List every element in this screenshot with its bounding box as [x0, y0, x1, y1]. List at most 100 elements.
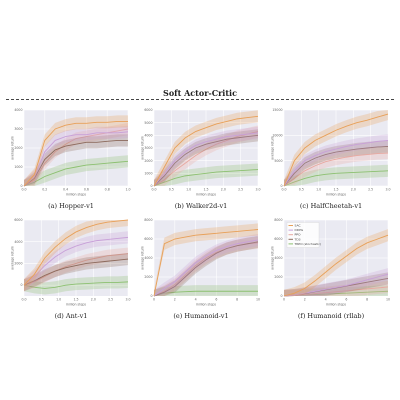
- chart-humanoid-rllab: 0 2 4 6 8 10 0 2000 4000 6000 8000 million steps ave…: [271, 218, 391, 307]
- x-tick-label: 8: [366, 298, 368, 302]
- y-tick-label: 2000: [144, 159, 152, 163]
- x-tick-label: 3.0: [125, 298, 130, 302]
- caption-humanoid-rllab: (f) Humanoid (rllab): [297, 312, 365, 320]
- y-tick-label: 4000: [14, 240, 22, 244]
- band-ppo: [154, 125, 258, 186]
- y-axis-label: average return: [11, 246, 15, 270]
- y-tick-label: 2000: [274, 275, 282, 279]
- band-td3: [24, 134, 128, 186]
- series-line-sac: [153, 229, 259, 297]
- x-tick-label: 1.0: [316, 188, 321, 192]
- series-line-td3: [153, 134, 259, 187]
- series-line-ddpg: [153, 239, 259, 297]
- y-tick-label: 4000: [14, 108, 22, 112]
- y-tick-label: 10000: [272, 133, 282, 137]
- series-line-sac: [283, 234, 389, 297]
- series-line-ppo: [23, 253, 129, 286]
- y-tick-label: 0: [150, 184, 152, 188]
- x-axis-label: million steps: [326, 193, 347, 197]
- x-tick-label: 0: [283, 298, 285, 302]
- band-trpo: [284, 164, 388, 186]
- x-tick-label: 2.0: [351, 188, 356, 192]
- x-tick-label: 2.0: [91, 298, 96, 302]
- panel-humanoid: 0 2 4 6 8 10 0 2000 4000 6000 8000 million steps ave…: [140, 216, 262, 326]
- x-tick-label: 2: [304, 298, 306, 302]
- band-ppo: [284, 146, 388, 186]
- band-td3: [154, 129, 258, 186]
- series-line-ddpg: [283, 273, 389, 297]
- x-tick-label: 0.0: [21, 188, 26, 192]
- band-ddpg: [154, 233, 258, 296]
- band-ddpg: [284, 134, 388, 186]
- series-line-ppo: [283, 152, 389, 187]
- x-tick-label: 6: [215, 298, 217, 302]
- x-tick-label: 2.5: [368, 188, 373, 192]
- band-trpo: [154, 163, 258, 186]
- panel-humanoid-rllab: 0 2 4 6 8 10 0 2000 4000 6000 8000 million steps ave…: [270, 216, 392, 326]
- band-ddpg: [154, 126, 258, 186]
- band-ppo: [24, 122, 128, 186]
- x-axis-label: million steps: [326, 303, 347, 307]
- band-sac: [24, 115, 128, 186]
- caption-ant: (d) Ant-v1: [54, 312, 88, 320]
- band-td3: [284, 140, 388, 186]
- x-tick-label: 1.5: [73, 298, 78, 302]
- x-axis-label: million steps: [66, 303, 87, 307]
- x-tick-label: 0.8: [105, 188, 110, 192]
- x-tick-label: 0.0: [151, 188, 156, 192]
- band-td3: [284, 272, 388, 296]
- caption-humanoid: (e) Humanoid-v1: [173, 312, 229, 320]
- series-line-trpo: [153, 169, 259, 187]
- series-line-ppo: [283, 286, 389, 297]
- chart-halfcheetah: 0.0 0.5 1.0 1.5 2.0 2.5 3.0 0 5000 10000 15000 mill…: [271, 108, 391, 197]
- series-line-sac: [23, 219, 129, 286]
- series-line-ddpg: [23, 131, 129, 187]
- y-tick-label: 5000: [144, 121, 152, 125]
- y-tick-label: 4000: [144, 133, 152, 137]
- x-tick-label: 2.5: [238, 188, 243, 192]
- band-ppo: [24, 247, 128, 292]
- y-axis-label: average return: [141, 136, 145, 160]
- x-axis-label: million steps: [196, 303, 217, 307]
- band-sac: [24, 220, 128, 292]
- x-tick-label: 0.0: [281, 188, 286, 192]
- band-td3: [154, 235, 258, 296]
- y-tick-label: 0: [280, 294, 282, 298]
- x-tick-label: 3.0: [385, 188, 390, 192]
- x-tick-label: 0.2: [42, 188, 47, 192]
- band-trpo: [24, 155, 128, 186]
- y-tick-label: 6000: [144, 108, 152, 112]
- x-tick-label: 8: [236, 298, 238, 302]
- series-line-sac: [153, 115, 259, 187]
- x-tick-label: 0: [153, 298, 155, 302]
- chart-ant: 0.0 0.5 1.0 1.5 2.0 2.5 3.0 0 2000 4000 6000 millio…: [11, 218, 131, 307]
- series-line-td3: [23, 258, 129, 286]
- chart-humanoid: 0 2 4 6 8 10 0 2000 4000 6000 8000 million steps ave…: [141, 218, 261, 307]
- x-tick-label: 1.0: [56, 298, 61, 302]
- legend-entry-td3: TD3: [294, 237, 301, 241]
- x-tick-label: 2: [174, 298, 176, 302]
- x-tick-label: 0.0: [21, 298, 26, 302]
- x-tick-label: 0.6: [84, 188, 89, 192]
- band-trpo: [284, 285, 388, 296]
- series-line-sac: [23, 120, 128, 187]
- series-line-ppo: [153, 131, 259, 187]
- x-tick-label: 0.5: [299, 188, 304, 192]
- x-tick-label: 1.5: [203, 188, 208, 192]
- chart-walker2d: 0.0 0.5 1.0 1.5 2.0 2.5 3.0 0 1000 2000 3000 4000 50…: [141, 108, 261, 196]
- caption-hopper: (a) Hopper-v1: [48, 202, 94, 210]
- y-tick-label: 0: [20, 283, 22, 287]
- y-tick-label: 3000: [14, 127, 22, 131]
- series-line-ppo: [23, 128, 129, 187]
- heading-rule: [6, 99, 394, 100]
- x-tick-label: 1.5: [333, 188, 338, 192]
- band-ddpg: [284, 268, 388, 296]
- y-tick-label: 8000: [274, 218, 282, 222]
- chart-hopper: 0.0 0.2 0.4 0.6 0.8 1.0 0 1000 2000 3000 4000 milli…: [11, 108, 131, 197]
- x-axis-label: million steps: [66, 193, 87, 197]
- caption-walker2d: (b) Walker2d-v1: [174, 202, 228, 210]
- y-tick-label: 2000: [14, 146, 22, 150]
- band-ddpg: [24, 125, 128, 186]
- y-tick-label: 2000: [14, 262, 22, 266]
- series-line-td3: [23, 139, 128, 187]
